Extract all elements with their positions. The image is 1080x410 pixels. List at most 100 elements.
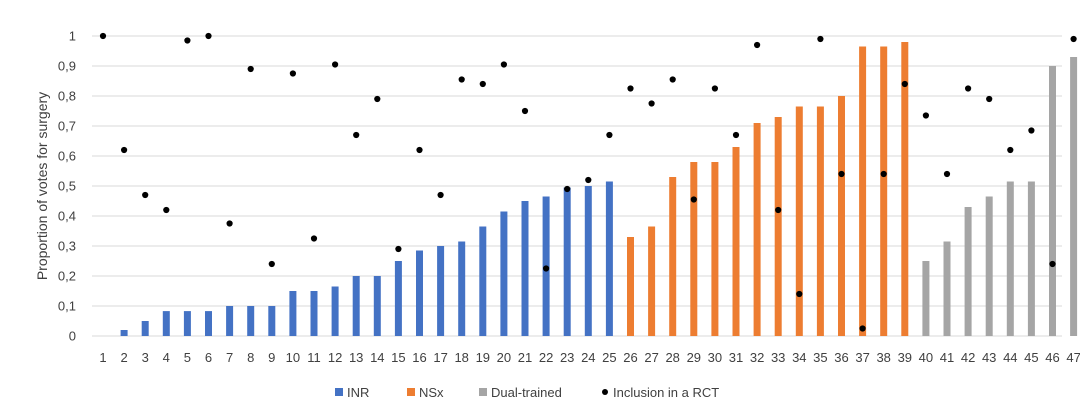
bar-nsx-29	[690, 162, 698, 336]
x-tick-label: 37	[855, 350, 869, 365]
bar-dual-trained-46	[1049, 66, 1056, 336]
x-tick-label: 6	[205, 350, 212, 365]
x-tick-label: 31	[729, 350, 743, 365]
x-tick-label: 28	[665, 350, 679, 365]
rct-point-18	[458, 76, 465, 83]
legend-swatch-inr	[335, 388, 343, 396]
y-tick-label: 0,2	[58, 269, 76, 284]
bar-inr-13	[352, 276, 360, 336]
x-tick-label: 22	[539, 350, 553, 365]
rct-point-7	[226, 220, 233, 227]
bar-dual-trained-47	[1070, 57, 1078, 336]
x-tick-label: 17	[433, 350, 447, 365]
x-tick-label: 29	[687, 350, 701, 365]
bar-inr-17	[437, 246, 445, 336]
rct-point-14	[374, 95, 381, 103]
y-tick-label: 0,1	[58, 299, 76, 314]
rct-point-13	[353, 131, 360, 139]
rct-point-43	[986, 95, 993, 103]
x-tick-label: 35	[813, 350, 827, 365]
bar-inr-9	[268, 306, 276, 336]
rct-point-37	[859, 325, 866, 332]
x-tick-label: 32	[750, 350, 764, 365]
bar-nsx-36	[838, 96, 845, 336]
bar-dual-trained-43	[985, 196, 993, 336]
rct-point-46	[1049, 260, 1056, 268]
x-tick-label: 1	[99, 350, 106, 365]
bar-nsx-38	[880, 46, 888, 336]
rct-point-20	[500, 61, 507, 68]
rct-point-31	[732, 131, 740, 139]
bar-inr-15	[394, 261, 402, 336]
rct-point-5	[184, 37, 191, 44]
x-tick-label: 39	[898, 350, 912, 365]
bar-inr-4	[162, 311, 170, 336]
rct-point-22	[543, 265, 550, 272]
rct-point-3	[142, 191, 149, 199]
x-tick-label: 30	[708, 350, 722, 365]
bar-inr-8	[247, 306, 255, 336]
y-tick-label: 0,6	[58, 149, 76, 164]
x-tick-label: 2	[120, 350, 127, 365]
legend-label-inr: INR	[347, 385, 369, 400]
bar-dual-trained-45	[1027, 181, 1035, 336]
x-axis-ticks: 1 2 3 4 5 6 7 8 9 10 11 12 13 14 15 16 17 18 19 20 21 22 23 24 2…	[99, 350, 1080, 365]
x-tick-label: 38	[876, 350, 890, 365]
rct-point-44	[1007, 146, 1014, 154]
x-tick-label: 4	[163, 350, 170, 365]
rct-point-23	[564, 185, 571, 193]
x-tick-label: 36	[834, 350, 848, 365]
y-tick-label: 0,4	[58, 209, 76, 224]
legend: INR NSx Dual-trained Inclusion in a RCT	[335, 385, 719, 400]
y-tick-label: 0,8	[58, 89, 76, 104]
y-tick-label: 0	[69, 329, 76, 344]
bar-inr-18	[458, 241, 466, 336]
rct-point-8	[247, 65, 254, 73]
rct-point-11	[310, 235, 318, 242]
rct-point-42	[965, 85, 972, 92]
legend-label-dual-trained: Dual-trained	[491, 385, 562, 400]
bar-nsx-32	[753, 123, 761, 336]
x-tick-label: 44	[1003, 350, 1017, 365]
bar-inr-2	[120, 330, 128, 336]
x-tick-label: 11	[307, 350, 321, 365]
bar-nsx-37	[859, 46, 867, 336]
bar-inr-11	[310, 291, 318, 336]
rct-point-9	[268, 260, 275, 268]
x-tick-label: 13	[349, 350, 363, 365]
legend-label-nsx: NSx	[419, 385, 444, 400]
y-tick-label: 0,7	[58, 119, 76, 134]
bar-nsx-31	[732, 147, 740, 336]
x-tick-label: 25	[602, 350, 616, 365]
x-tick-label: 33	[771, 350, 785, 365]
bar-nsx-26	[627, 237, 634, 336]
x-tick-label: 46	[1045, 350, 1059, 365]
rct-point-15	[395, 245, 402, 253]
rct-point-16	[416, 146, 423, 154]
x-tick-label: 34	[792, 350, 806, 365]
x-tick-label: 40	[919, 350, 933, 365]
bar-inr-12	[331, 286, 339, 336]
rct-point-36	[838, 170, 845, 178]
legend-swatch-dual-trained	[479, 388, 487, 396]
x-tick-label: 42	[961, 350, 975, 365]
bar-inr-16	[416, 250, 423, 336]
x-tick-label: 47	[1066, 350, 1080, 365]
bar-dual-trained-41	[943, 241, 951, 336]
bar-dual-trained-42	[964, 207, 972, 336]
rct-points	[99, 32, 1077, 332]
rct-point-32	[754, 41, 761, 49]
bar-inr-10	[289, 291, 297, 336]
y-axis-label: Proportion of votes for surgery	[34, 92, 50, 280]
rct-point-21	[521, 107, 529, 115]
legend-swatch-inclusion-in-a-rct	[602, 389, 608, 395]
bar-nsx-34	[795, 106, 803, 336]
rct-point-41	[943, 170, 951, 178]
rct-point-35	[817, 35, 824, 43]
x-tick-label: 8	[247, 350, 254, 365]
bar-dual-trained-40	[922, 261, 930, 336]
rct-point-25	[606, 131, 613, 139]
rct-point-45	[1028, 127, 1035, 134]
x-tick-label: 9	[268, 350, 275, 365]
bar-inr-21	[521, 201, 529, 336]
